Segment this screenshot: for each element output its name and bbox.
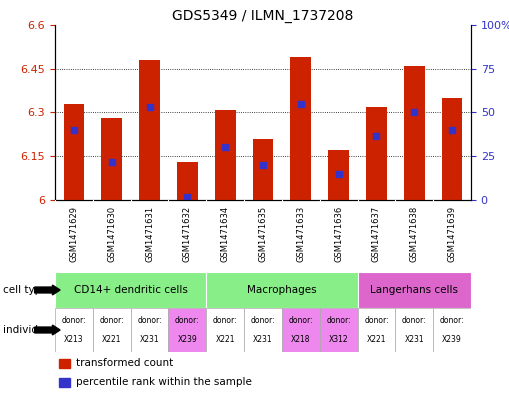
Text: percentile rank within the sample: percentile rank within the sample — [76, 377, 251, 387]
Text: X231: X231 — [253, 335, 273, 344]
Text: GSM1471639: GSM1471639 — [447, 206, 457, 262]
Bar — [206, 308, 244, 352]
Text: GSM1471634: GSM1471634 — [221, 206, 230, 262]
Bar — [244, 308, 282, 352]
Bar — [177, 162, 198, 200]
Title: GDS5349 / ILMN_1737208: GDS5349 / ILMN_1737208 — [173, 9, 354, 22]
Text: donor:: donor: — [137, 316, 162, 325]
Bar — [59, 378, 70, 387]
Text: individual: individual — [3, 325, 53, 335]
Text: donor:: donor: — [175, 316, 200, 325]
Text: X218: X218 — [291, 335, 310, 344]
Bar — [404, 66, 425, 200]
Text: transformed count: transformed count — [76, 358, 173, 368]
Bar — [442, 98, 463, 200]
Text: X213: X213 — [64, 335, 83, 344]
Text: donor:: donor: — [440, 316, 464, 325]
Text: CD14+ dendritic cells: CD14+ dendritic cells — [74, 285, 188, 295]
Text: X231: X231 — [405, 335, 424, 344]
Text: X239: X239 — [178, 335, 197, 344]
Text: X312: X312 — [329, 335, 349, 344]
Bar — [395, 308, 433, 352]
Bar — [291, 57, 311, 200]
Bar — [55, 272, 206, 308]
Bar — [101, 118, 122, 200]
Bar — [282, 308, 320, 352]
Text: cell type: cell type — [3, 285, 47, 295]
Bar — [357, 272, 471, 308]
Text: donor:: donor: — [289, 316, 313, 325]
Bar — [59, 358, 70, 367]
Bar — [93, 308, 131, 352]
Text: X221: X221 — [366, 335, 386, 344]
Bar — [328, 151, 349, 200]
Bar — [215, 110, 236, 200]
Text: X221: X221 — [102, 335, 122, 344]
Bar — [139, 60, 160, 200]
Text: GSM1471638: GSM1471638 — [410, 206, 419, 262]
Text: GSM1471635: GSM1471635 — [259, 206, 268, 262]
Bar — [55, 308, 93, 352]
Text: GSM1471632: GSM1471632 — [183, 206, 192, 262]
Text: GSM1471629: GSM1471629 — [69, 206, 78, 262]
Text: GSM1471636: GSM1471636 — [334, 206, 343, 262]
Text: GSM1471633: GSM1471633 — [296, 206, 305, 262]
Bar — [433, 308, 471, 352]
Bar — [168, 308, 206, 352]
Text: donor:: donor: — [213, 316, 238, 325]
Text: donor:: donor: — [251, 316, 275, 325]
Text: Langerhans cells: Langerhans cells — [370, 285, 458, 295]
Text: Macrophages: Macrophages — [247, 285, 317, 295]
Text: GSM1471631: GSM1471631 — [145, 206, 154, 262]
Bar — [206, 272, 357, 308]
Bar — [366, 107, 387, 200]
Text: donor:: donor: — [99, 316, 124, 325]
Text: X239: X239 — [442, 335, 462, 344]
Text: donor:: donor: — [364, 316, 389, 325]
Text: donor:: donor: — [326, 316, 351, 325]
Text: X221: X221 — [215, 335, 235, 344]
Text: GSM1471637: GSM1471637 — [372, 206, 381, 262]
Bar — [131, 308, 168, 352]
Text: donor:: donor: — [62, 316, 86, 325]
Bar — [252, 139, 273, 200]
Bar — [357, 308, 395, 352]
Text: X231: X231 — [140, 335, 159, 344]
Text: GSM1471630: GSM1471630 — [107, 206, 116, 262]
Text: donor:: donor: — [402, 316, 427, 325]
Bar — [320, 308, 357, 352]
Bar — [64, 104, 84, 200]
